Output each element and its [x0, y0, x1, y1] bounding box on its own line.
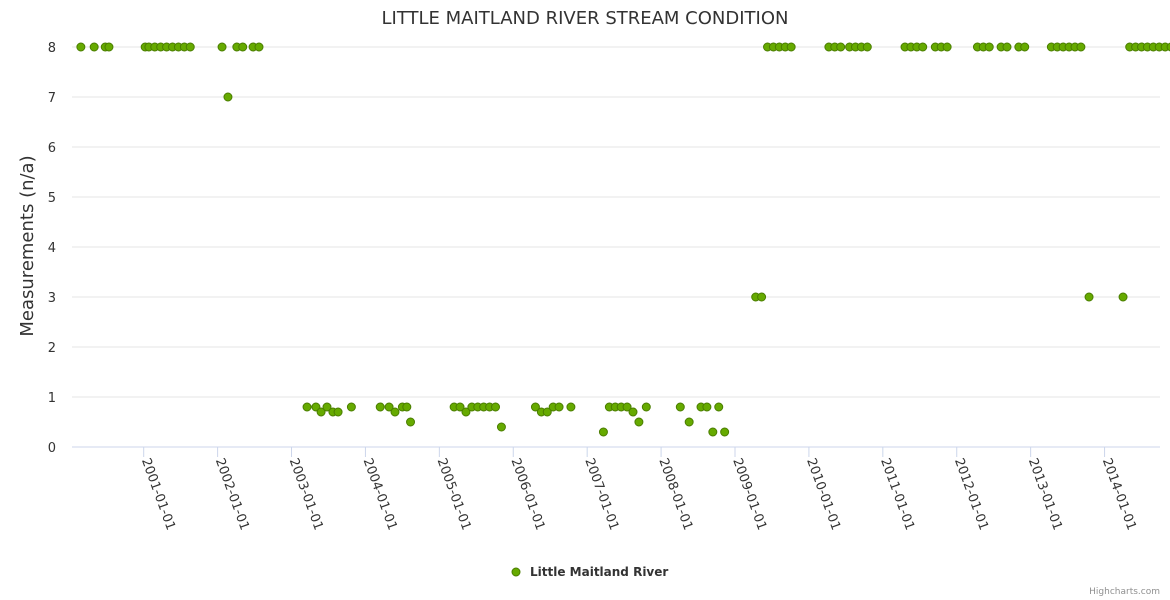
data-point[interactable]: [238, 42, 248, 52]
data-point[interactable]: [757, 292, 767, 302]
data-point[interactable]: [1166, 42, 1170, 52]
data-point[interactable]: [185, 42, 195, 52]
data-point[interactable]: [708, 427, 718, 437]
data-point[interactable]: [496, 422, 506, 432]
data-point[interactable]: [598, 427, 608, 437]
data-point[interactable]: [641, 402, 651, 412]
data-point[interactable]: [1020, 42, 1030, 52]
data-point[interactable]: [217, 42, 227, 52]
data-point[interactable]: [542, 407, 552, 417]
y-tick-label: 5: [48, 191, 56, 206]
data-point[interactable]: [1002, 42, 1012, 52]
data-point[interactable]: [104, 42, 114, 52]
data-point[interactable]: [862, 42, 872, 52]
y-tick-label: 6: [48, 141, 56, 156]
data-point[interactable]: [942, 42, 952, 52]
data-point[interactable]: [684, 417, 694, 427]
credits-link[interactable]: Highcharts.com: [1089, 587, 1160, 597]
y-tick-label: 0: [48, 441, 56, 456]
series-points: [76, 42, 1170, 437]
data-point[interactable]: [566, 402, 576, 412]
data-point[interactable]: [634, 417, 644, 427]
data-point[interactable]: [316, 407, 326, 417]
data-point[interactable]: [1084, 292, 1094, 302]
data-point[interactable]: [622, 402, 632, 412]
data-point[interactable]: [384, 402, 394, 412]
data-point[interactable]: [302, 402, 312, 412]
data-point[interactable]: [836, 42, 846, 52]
legend-item-label[interactable]: Little Maitland River: [530, 565, 668, 579]
y-tick-label: 1: [48, 391, 56, 406]
y-tick-label: 3: [48, 291, 56, 306]
data-point[interactable]: [786, 42, 796, 52]
data-point[interactable]: [918, 42, 928, 52]
data-point[interactable]: [390, 407, 400, 417]
data-point[interactable]: [375, 402, 385, 412]
data-point[interactable]: [984, 42, 994, 52]
data-point[interactable]: [530, 402, 540, 412]
y-axis-ticks: 0 1 2 3 4 5 6 7 8: [48, 41, 56, 456]
data-point[interactable]: [702, 402, 712, 412]
y-tick-label: 4: [48, 241, 56, 256]
legend-marker[interactable]: [511, 567, 521, 577]
data-point[interactable]: [491, 402, 501, 412]
data-point[interactable]: [254, 42, 264, 52]
y-tick-label: 7: [48, 91, 56, 106]
data-point[interactable]: [1118, 292, 1128, 302]
chart-title: LITTLE MAITLAND RIVER STREAM CONDITION: [382, 8, 789, 29]
data-point[interactable]: [333, 407, 343, 417]
data-point[interactable]: [675, 402, 685, 412]
data-point[interactable]: [1076, 42, 1086, 52]
data-point[interactable]: [76, 42, 86, 52]
data-point[interactable]: [554, 402, 564, 412]
y-tick-label: 2: [48, 341, 56, 356]
data-point[interactable]: [714, 402, 724, 412]
data-point[interactable]: [346, 402, 356, 412]
y-tick-label: 8: [48, 41, 56, 56]
data-point[interactable]: [322, 402, 332, 412]
data-point[interactable]: [89, 42, 99, 52]
data-point[interactable]: [461, 407, 471, 417]
data-point[interactable]: [720, 427, 730, 437]
data-point[interactable]: [223, 92, 233, 102]
legend[interactable]: Little Maitland River: [511, 565, 668, 579]
data-point[interactable]: [406, 417, 416, 427]
data-point[interactable]: [628, 407, 638, 417]
data-point[interactable]: [402, 402, 412, 412]
grid: [72, 46, 1160, 398]
y-axis-title: Measurements (n/a): [17, 155, 38, 336]
data-point[interactable]: [455, 402, 465, 412]
